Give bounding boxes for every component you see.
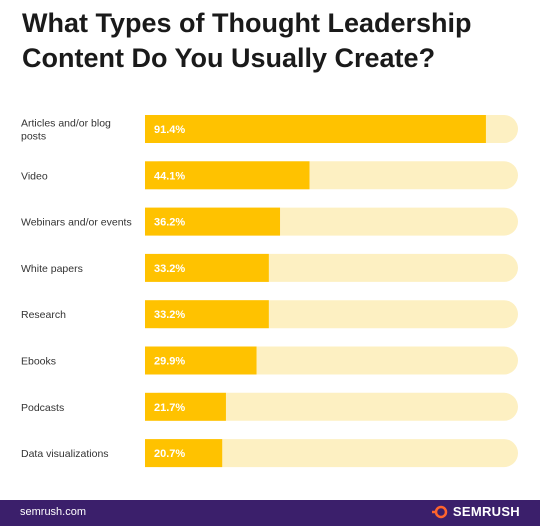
value-label: 44.1% — [154, 170, 185, 182]
bar — [145, 253, 269, 282]
footer-url[interactable]: semrush.com — [20, 506, 87, 518]
bar — [145, 300, 269, 329]
bar — [145, 115, 486, 143]
category-label: Video — [21, 170, 48, 182]
bar — [145, 207, 281, 236]
semrush-flame-icon — [431, 505, 448, 518]
bar — [145, 439, 223, 468]
category-label: White papers — [21, 263, 83, 275]
value-label: 91.4% — [154, 124, 185, 136]
bar — [145, 346, 257, 375]
value-label: 33.2% — [154, 263, 185, 275]
value-label: 29.9% — [154, 356, 185, 368]
semrush-logo: SEMRUSH — [431, 504, 520, 519]
value-label: 33.2% — [154, 309, 185, 321]
bar-track — [145, 439, 518, 468]
footer-bar: semrush.com SEMRUSH — [0, 500, 540, 526]
category-label: posts — [21, 131, 46, 143]
brand-name: SEMRUSH — [452, 504, 520, 519]
bar — [145, 392, 226, 421]
bar — [145, 161, 310, 190]
category-label: Data visualizations — [21, 448, 109, 460]
value-label: 36.2% — [154, 217, 185, 229]
category-label: Research — [21, 309, 66, 321]
category-label: Articles and/or blog — [21, 118, 111, 130]
value-label: 20.7% — [154, 448, 185, 460]
category-label: Ebooks — [21, 356, 56, 368]
category-label: Podcasts — [21, 402, 64, 414]
bar-track — [145, 392, 518, 421]
category-label: Webinars and/or events — [21, 217, 132, 229]
value-label: 21.7% — [154, 402, 185, 414]
chart-title: What Types of Thought Leadership Content… — [22, 8, 472, 73]
